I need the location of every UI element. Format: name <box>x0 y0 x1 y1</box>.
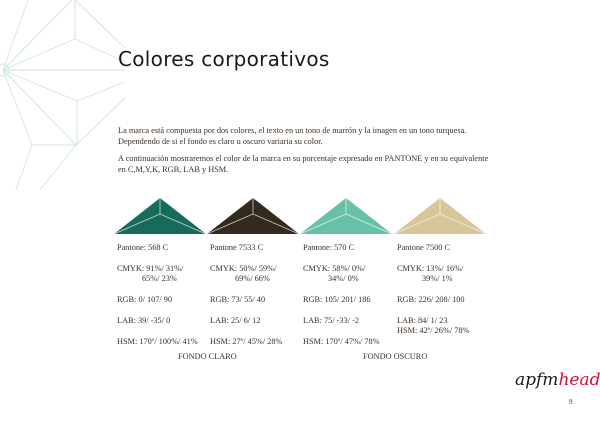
color-swatch-triangle <box>113 198 207 235</box>
lab-value: LAB: 25/ 6/ 12 <box>210 316 261 325</box>
page-title: Colores corporativos <box>118 47 330 71</box>
lab-value: LAB: 75/ -33/ -2 <box>303 316 359 325</box>
intro-paragraph-1: La marca está compuesta por dos colores,… <box>118 126 467 146</box>
hsm-value: HSM: 170º/ 100%/ 41% <box>117 337 198 346</box>
rgb-value: RGB: 226/ 208/ 100 <box>397 295 465 304</box>
cmyk-value: CMYK: 13%/ 16%/ <box>397 264 464 273</box>
pantone-value: Pantone: 568 C <box>117 243 169 252</box>
rgb-value: RGB: 0/ 107/ 90 <box>117 295 173 304</box>
cmyk-value-cont: 65%/ 23% <box>142 274 177 283</box>
lab-value: LAB: 84/ 1/ 23 <box>397 316 448 325</box>
color-swatch-triangle <box>206 198 300 235</box>
color-swatch-triangle <box>299 198 393 235</box>
logo-part-2: head <box>558 370 600 390</box>
rgb-value: RGB: 105/ 201/ 186 <box>303 295 371 304</box>
hsm-value: HSM: 27º/ 45%/ 28% <box>210 337 283 346</box>
page-number: 9 <box>569 398 573 406</box>
color-swatch-triangle <box>393 198 487 235</box>
lab-value: LAB: 39/ -35/ 0 <box>117 316 171 325</box>
cmyk-value-cont: 69%/ 66% <box>235 274 270 283</box>
fondo-oscuro-label: FONDO OSCURO <box>363 352 428 361</box>
intro-paragraph-2: A continuación mostraremos el color de l… <box>118 154 489 174</box>
pantone-value: Pantone: 570 C <box>303 243 355 252</box>
rgb-value: RGB: 73/ 55/ 40 <box>210 295 266 304</box>
cmyk-value: CMYK: 50%/ 59%/ <box>210 264 277 273</box>
cmyk-value: CMYK: 91%/ 31%/ <box>117 264 184 273</box>
fondo-claro-label: FONDO CLARO <box>178 352 237 361</box>
logo-part-1: apfm <box>515 370 559 390</box>
brand-logo: apfmhead <box>515 370 600 390</box>
pantone-value: Pantone 7500 C <box>397 243 451 252</box>
cmyk-value-cont: 34%/ 0% <box>328 274 359 283</box>
hsm-value: HSM: 170º/ 47%/ 78% <box>303 337 380 346</box>
cmyk-value: CMYK: 58%/ 0%/ <box>303 264 366 273</box>
hsm-value: HSM: 42º/ 26%/ 78% <box>397 326 470 335</box>
decorative-line-pattern <box>0 0 126 190</box>
cmyk-value-cont: 39%/ 1% <box>422 274 453 283</box>
pantone-value: Pantone 7533 C <box>210 243 264 252</box>
